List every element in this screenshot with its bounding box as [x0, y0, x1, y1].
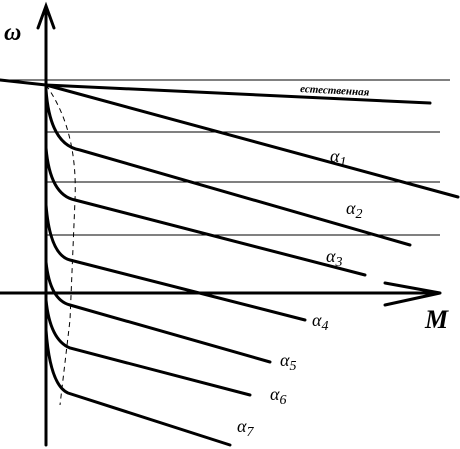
curve-label: естественная [300, 83, 370, 99]
curve [44, 203, 307, 322]
curve [44, 83, 460, 199]
curve [44, 146, 367, 277]
curve [44, 298, 252, 397]
label-sub: 6 [279, 393, 286, 408]
label-main: α [346, 198, 356, 218]
y-axis [36, 1, 56, 447]
label-sub: 7 [246, 425, 254, 440]
curve-label: α3 [326, 246, 342, 270]
label-main: α [330, 146, 340, 166]
curve [44, 260, 272, 364]
label-sub: 3 [334, 255, 342, 270]
label-main: α [237, 416, 247, 436]
curve [44, 88, 412, 247]
label-main: α [312, 310, 322, 330]
curve-label: α2 [346, 198, 362, 222]
x-axis [0, 281, 442, 307]
curve-label: α7 [237, 416, 254, 440]
label-main: α [270, 384, 280, 404]
label-sub: 4 [321, 319, 328, 334]
label-main: α [280, 350, 290, 370]
curve [44, 328, 232, 447]
label-main: α [326, 246, 336, 266]
curve-label: α6 [270, 384, 286, 408]
curve-label: α4 [312, 310, 328, 334]
curve-label: α5 [280, 350, 296, 374]
label-sub: 2 [355, 207, 362, 222]
curve-label: α1 [330, 146, 346, 170]
x-axis-label: M [424, 305, 449, 334]
y-axis-label: ω [4, 20, 21, 46]
label-sub: 5 [289, 359, 296, 374]
label-sub: 1 [339, 155, 346, 170]
